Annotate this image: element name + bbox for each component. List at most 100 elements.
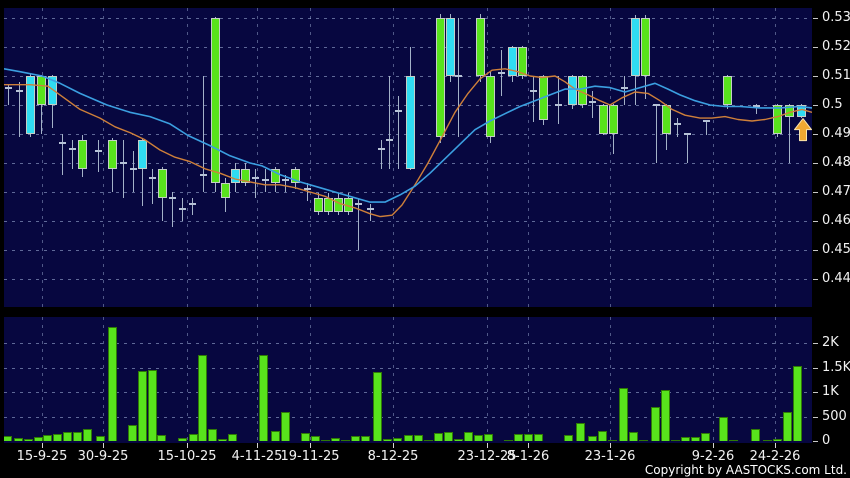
grid-line-h xyxy=(4,18,812,19)
grid-line-h xyxy=(4,221,812,222)
price-axis-label: 0.45 xyxy=(822,242,850,257)
volume-bar xyxy=(341,439,350,441)
candle-wick xyxy=(370,203,371,221)
volume-bar xyxy=(301,433,310,441)
doji-open-close-tick xyxy=(69,147,76,150)
candle-wick xyxy=(389,76,390,169)
copyright-label: Copyright by AASTOCKS.com Ltd. xyxy=(644,463,847,477)
volume-pane[interactable] xyxy=(4,317,812,443)
date-label: 9-2-26 xyxy=(691,449,735,464)
volume-bar xyxy=(361,435,370,441)
doji-open-close-tick xyxy=(120,162,127,164)
candle-wick xyxy=(381,139,382,169)
price-axis-label: 0.47 xyxy=(822,184,850,199)
candle-body xyxy=(138,139,147,169)
doji-open-close-tick xyxy=(59,141,66,144)
volume-bar xyxy=(564,434,573,441)
candle-body xyxy=(518,47,527,76)
volume-bar xyxy=(629,431,638,441)
candle-body xyxy=(631,18,640,76)
up-arrow-marker xyxy=(794,118,812,142)
volume-bar xyxy=(128,425,137,441)
grid-line-v xyxy=(310,317,311,443)
doji-open-close-tick xyxy=(386,138,393,141)
volume-bar xyxy=(24,438,33,441)
date-label: 23-1-26 xyxy=(584,449,636,464)
candle-body xyxy=(291,168,300,184)
price-axis-label: 0.53 xyxy=(822,10,850,25)
price-axis-label: 0.46 xyxy=(822,213,850,228)
candle-body xyxy=(221,183,230,198)
volume-bar xyxy=(793,366,802,441)
candle-body xyxy=(446,18,455,76)
volume-bar xyxy=(576,422,585,441)
volume-bar xyxy=(414,435,423,441)
candle-body xyxy=(211,18,220,184)
candle-body xyxy=(476,18,485,76)
candle-wick xyxy=(123,139,124,198)
volume-bar xyxy=(671,439,680,441)
price-axis-tick xyxy=(813,192,818,193)
candle-body xyxy=(609,105,618,134)
candle-wick xyxy=(19,81,20,137)
date-label: 30-9-25 xyxy=(77,449,129,464)
grid-line-v xyxy=(713,8,714,307)
volume-axis-label: 500 xyxy=(822,408,847,424)
candle-wick xyxy=(192,197,193,216)
volume-bar xyxy=(444,431,453,441)
volume-bar xyxy=(619,387,628,441)
candle-wick xyxy=(98,139,99,172)
price-axis-label: 0.52 xyxy=(822,39,850,54)
candle-body xyxy=(406,76,415,169)
price-axis-tick xyxy=(813,105,818,106)
candle-body xyxy=(48,76,57,105)
volume-axis-label: 1K xyxy=(822,384,839,399)
volume-bar xyxy=(434,432,443,441)
price-axis-label: 0.51 xyxy=(822,68,850,83)
price-axis-tick xyxy=(813,250,818,251)
volume-bar xyxy=(108,327,117,441)
grid-line-v xyxy=(187,8,188,307)
volume-bar xyxy=(208,428,217,441)
volume-axis-tick xyxy=(813,392,818,393)
grid-line-h xyxy=(4,392,812,393)
price-axis-tick xyxy=(813,134,818,135)
volume-axis-label: 2K xyxy=(822,335,839,350)
doji-open-close-tick xyxy=(621,86,628,89)
doji-open-close-tick xyxy=(355,202,362,205)
price-axis-tick xyxy=(813,163,818,164)
date-label: 19-11-25 xyxy=(280,449,340,464)
volume-bar xyxy=(63,432,72,441)
doji-open-close-tick xyxy=(367,208,374,211)
date-tick xyxy=(103,443,104,448)
grid-line-v xyxy=(257,317,258,443)
candle-body xyxy=(314,197,323,213)
grid-line-v xyxy=(103,8,104,307)
doji-open-close-tick xyxy=(589,101,596,104)
candle-wick xyxy=(558,76,559,124)
candle-wick xyxy=(533,76,534,123)
volume-bar xyxy=(157,434,166,441)
volume-axis-tick xyxy=(813,416,818,418)
volume-bar xyxy=(281,412,290,441)
candle-wick xyxy=(203,76,204,192)
price-axis-tick xyxy=(813,18,818,19)
volume-bar xyxy=(404,435,413,441)
doji-open-close-tick xyxy=(282,179,289,182)
volume-axis-tick xyxy=(813,367,818,369)
candle-wick xyxy=(458,18,459,137)
grid-line-v xyxy=(487,317,488,443)
price-pane[interactable] xyxy=(4,8,812,307)
candle-body xyxy=(508,47,517,76)
volume-bar xyxy=(14,438,23,441)
price-axis-label: 0.49 xyxy=(822,126,850,141)
candle-wick xyxy=(358,197,359,250)
doji-open-close-tick xyxy=(16,89,23,92)
grid-line-v xyxy=(393,8,394,307)
candle-wick xyxy=(172,192,173,227)
volume-bar xyxy=(331,438,340,441)
volume-bar xyxy=(773,438,782,441)
volume-bar xyxy=(783,412,792,441)
volume-bar xyxy=(218,438,227,441)
doji-open-close-tick xyxy=(378,147,385,150)
